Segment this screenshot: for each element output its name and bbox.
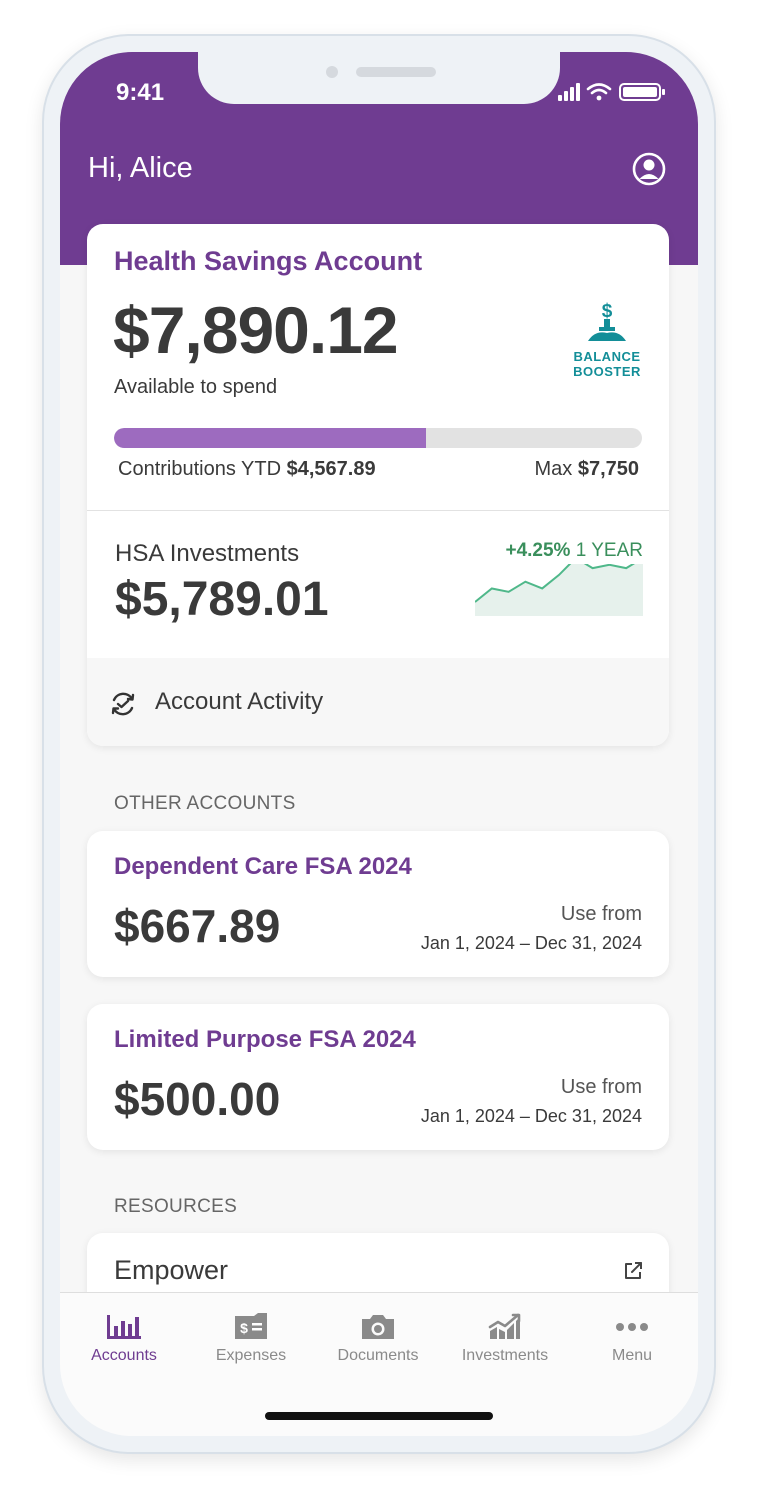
divider bbox=[87, 510, 669, 511]
tab-documents[interactable]: Documents bbox=[314, 1313, 442, 1365]
external-link-icon bbox=[625, 1262, 642, 1279]
account-activity-row[interactable]: Account Activity bbox=[87, 658, 669, 746]
status-icons bbox=[558, 83, 665, 101]
tab-accounts[interactable]: Accounts bbox=[60, 1313, 188, 1365]
account-title: Dependent Care FSA 2024 bbox=[114, 853, 412, 880]
tab-investments[interactable]: Investments bbox=[441, 1313, 569, 1365]
profile-icon[interactable] bbox=[632, 152, 666, 186]
app-screen: 9:41 Hi, Alice bbox=[60, 52, 698, 1436]
hsa-title: Health Savings Account bbox=[114, 246, 423, 276]
contribution-max: Max $7,750 bbox=[534, 458, 639, 481]
battery-icon bbox=[619, 83, 665, 101]
resource-label: Empower bbox=[114, 1255, 229, 1285]
tab-label: Documents bbox=[337, 1347, 419, 1364]
other-accounts-heading: OTHER ACCOUNTS bbox=[114, 793, 296, 814]
greeting-text: Hi, Alice bbox=[88, 152, 193, 184]
investments-balance: $5,789.01 bbox=[115, 573, 329, 626]
status-time: 9:41 bbox=[116, 79, 165, 106]
contribution-progress-bar bbox=[114, 428, 642, 448]
investments-sparkline bbox=[475, 564, 643, 616]
tab-label: Expenses bbox=[215, 1347, 287, 1364]
account-dates: Jan 1, 2024 – Dec 31, 2024 bbox=[420, 1106, 642, 1126]
account-card-limited-purpose[interactable]: Limited Purpose FSA 2024 $500.00 Use fro… bbox=[87, 1004, 669, 1150]
contributions-label: Contributions YTD bbox=[118, 458, 282, 480]
bar-chart-icon bbox=[107, 1315, 141, 1339]
svg-text:$: $ bbox=[240, 1320, 248, 1336]
balance-booster-icon: $ bbox=[588, 301, 626, 341]
wifi-icon bbox=[586, 83, 612, 95]
device-notch bbox=[198, 52, 560, 104]
tab-label: Accounts bbox=[91, 1347, 157, 1364]
account-balance: $667.89 bbox=[114, 900, 281, 952]
hsa-balance-label: Available to spend bbox=[114, 376, 278, 398]
svg-text:$: $ bbox=[602, 301, 613, 322]
tab-label: Investments bbox=[461, 1347, 549, 1364]
tab-expenses[interactable]: $ Expenses bbox=[187, 1313, 315, 1365]
investments-change-value: +4.25% bbox=[505, 540, 571, 561]
tab-label: Menu bbox=[611, 1347, 653, 1364]
resources-heading: RESOURCES bbox=[114, 1196, 238, 1217]
sparkline-line bbox=[475, 564, 636, 603]
account-title: Limited Purpose FSA 2024 bbox=[114, 1026, 416, 1053]
investments-period: 1 YEAR bbox=[575, 540, 643, 561]
contributions-value: $4,567.89 bbox=[286, 458, 376, 480]
balance-booster-badge[interactable]: $ BALANCE BOOSTER bbox=[567, 300, 647, 379]
sparkline-area bbox=[475, 564, 643, 616]
speaker-bar bbox=[356, 67, 436, 77]
home-indicator bbox=[265, 1412, 493, 1420]
activity-history-icon bbox=[111, 692, 135, 716]
account-card-dependent-care[interactable]: Dependent Care FSA 2024 $667.89 Use from… bbox=[87, 831, 669, 977]
booster-label-line1: BALANCE bbox=[573, 349, 641, 364]
camera-icon bbox=[362, 1315, 394, 1339]
contributions-ytd: Contributions YTD $4,567.89 bbox=[118, 458, 376, 481]
account-activity-label: Account Activity bbox=[155, 688, 324, 715]
max-value: $7,750 bbox=[577, 458, 639, 480]
max-label: Max bbox=[534, 458, 573, 480]
contribution-progress-fill bbox=[114, 428, 426, 448]
investments-label: HSA Investments bbox=[115, 540, 300, 567]
hsa-balance: $7,890.12 bbox=[113, 293, 399, 367]
trend-icon bbox=[488, 1313, 521, 1339]
account-use-label: Use from bbox=[560, 903, 642, 925]
booster-label-line2: BOOSTER bbox=[573, 364, 641, 379]
investments-change: +4.25% 1 YEAR bbox=[505, 540, 643, 562]
account-use-label: Use from bbox=[560, 1076, 642, 1098]
account-dates: Jan 1, 2024 – Dec 31, 2024 bbox=[420, 933, 642, 953]
account-balance: $500.00 bbox=[114, 1073, 281, 1125]
signal-icon bbox=[558, 83, 580, 101]
more-dots-icon bbox=[616, 1323, 648, 1331]
bill-icon: $ bbox=[235, 1313, 267, 1339]
tab-menu[interactable]: Menu bbox=[568, 1313, 696, 1365]
hsa-card[interactable]: Health Savings Account $7,890.12 Availab… bbox=[87, 224, 669, 746]
camera-dot bbox=[326, 66, 338, 78]
